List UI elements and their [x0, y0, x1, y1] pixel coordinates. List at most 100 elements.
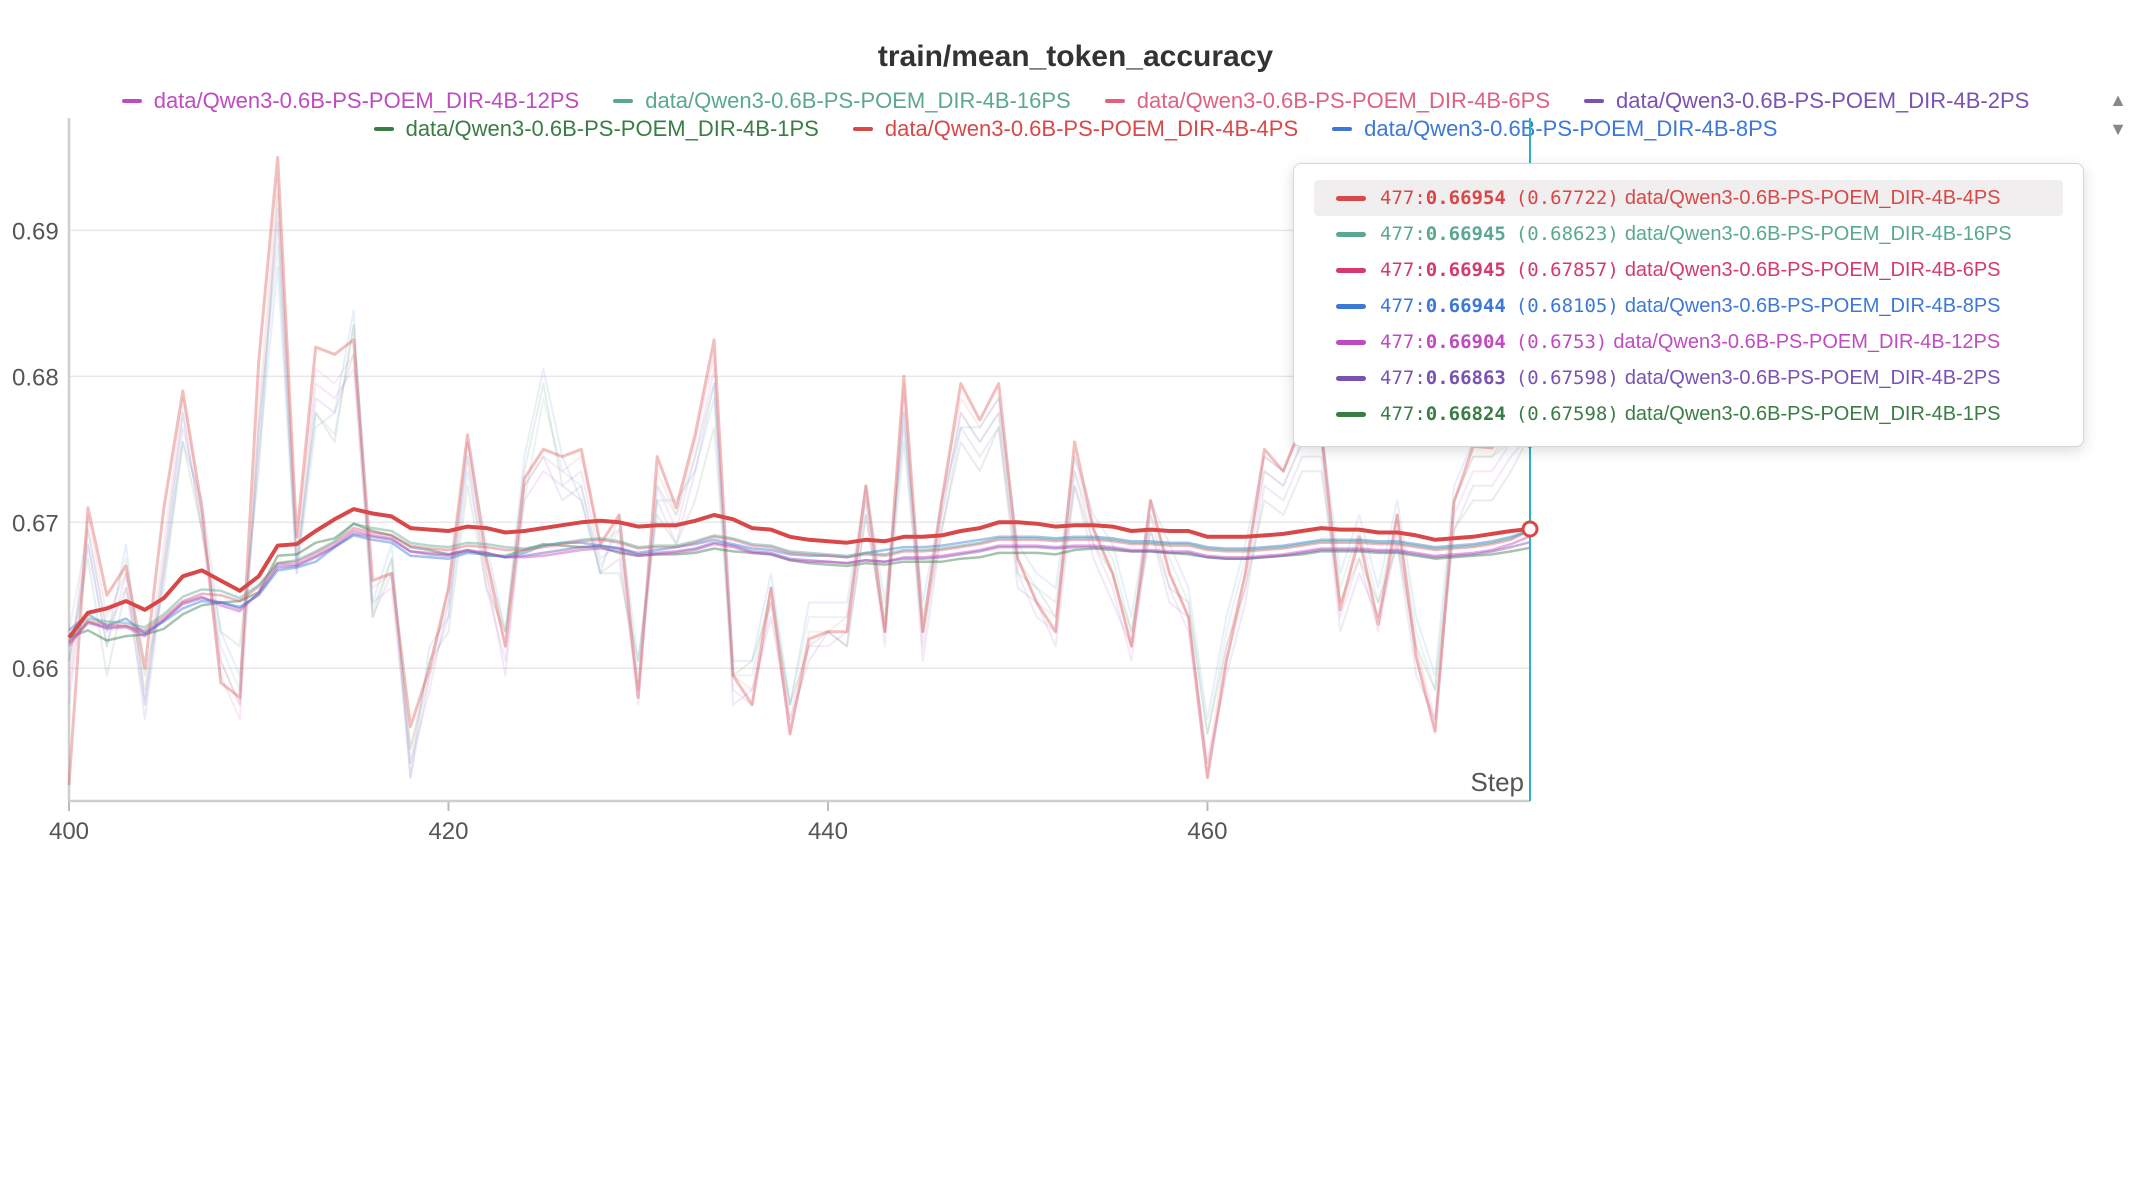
tooltip-step: 477 [1380, 187, 1415, 209]
y-tick-label: 0.67 [12, 510, 59, 537]
tooltip-row: 477: 0.66954 (0.67722) data/Qwen3-0.6B-PS-… [1314, 180, 2063, 216]
legend-label: data/Qwen3-0.6B-PS-POEM_DIR-4B-8PS [1364, 116, 1778, 141]
tooltip-swatch [1336, 339, 1366, 345]
tooltip-raw-value: (0.67598) [1515, 403, 1619, 425]
legend-item[interactable]: data/Qwen3-0.6B-PS-POEM_DIR-4B-16PS [613, 88, 1071, 114]
legend-row-1: data/Qwen3-0.6B-PS-POEM_DIR-4B-12PS data/… [0, 88, 2151, 114]
raw-series-line [68, 244, 1531, 765]
axes: 0.66 0.67 0.68 0.69 400 420 440 460 [12, 118, 1530, 845]
legend-label: data/Qwen3-0.6B-PS-POEM_DIR-4B-1PS [405, 116, 819, 141]
tooltip-value: 0.66824 [1425, 403, 1506, 425]
hover-tooltip: 477: 0.66954 (0.67722) data/Qwen3-0.6B-PS-… [1293, 163, 2084, 447]
legend-swatch [121, 99, 142, 103]
tooltip-value: 0.66945 [1425, 223, 1506, 245]
tooltip-separator: : [1414, 295, 1426, 317]
legend-swatch [613, 99, 634, 103]
legend-label: data/Qwen3-0.6B-PS-POEM_DIR-4B-16PS [645, 88, 1071, 113]
smoothed-series-line [68, 529, 1531, 643]
legend-item[interactable]: data/Qwen3-0.6B-PS-POEM_DIR-4B-4PS [852, 116, 1299, 142]
triangle-down-icon[interactable]: ▼ [2109, 119, 2127, 139]
smoothed-series-line [68, 532, 1531, 645]
tooltip-series-name: data/Qwen3-0.6B-PS-POEM_DIR-4B-1PS [1624, 402, 2001, 425]
tooltip-step: 477 [1380, 403, 1415, 425]
tooltip-series-name: data/Qwen3-0.6B-PS-POEM_DIR-4B-6PS [1624, 258, 2001, 281]
tooltip-raw-value: (0.67722) [1515, 187, 1619, 209]
tooltip-value: 0.66863 [1425, 367, 1506, 389]
tooltip-value: 0.66945 [1425, 259, 1506, 281]
tooltip-separator: : [1414, 367, 1426, 389]
tooltip-value: 0.66944 [1425, 295, 1506, 317]
legend-swatch [1584, 99, 1605, 103]
tooltip-swatch [1336, 267, 1366, 273]
tooltip-raw-value: (0.67857) [1515, 259, 1619, 281]
raw-series-lines [67, 155, 1531, 786]
legend-label: data/Qwen3-0.6B-PS-POEM_DIR-4B-4PS [884, 116, 1299, 141]
smoothed-series-line [67, 507, 1531, 639]
tooltip-step: 477 [1380, 295, 1415, 317]
legend-swatch [852, 127, 873, 131]
tooltip-series-name: data/Qwen3-0.6B-PS-POEM_DIR-4B-4PS [1624, 186, 2001, 209]
tooltip-row: 477: 0.66944 (0.68105) data/Qwen3-0.6B-PS-… [1314, 288, 2063, 324]
tooltip-row: 477: 0.66945 (0.67857) data/Qwen3-0.6B-PS-… [1314, 252, 2063, 288]
tooltip-row: 477: 0.66904 (0.6753) data/Qwen3-0.6B-PS-P… [1314, 324, 2063, 360]
tooltip-value: 0.66954 [1425, 187, 1506, 209]
raw-series-line [67, 155, 1531, 786]
legend-row-2: data/Qwen3-0.6B-PS-POEM_DIR-4B-1PS data/Q… [0, 116, 2151, 142]
hover-point-marker [1521, 520, 1539, 538]
x-tick-label: 460 [1187, 818, 1227, 845]
tooltip-row: 477: 0.66945 (0.68623) data/Qwen3-0.6B-PS-… [1314, 216, 2063, 252]
y-tick-label: 0.68 [12, 364, 59, 391]
legend-label: data/Qwen3-0.6B-PS-POEM_DIR-4B-12PS [153, 88, 580, 113]
x-axis-label: Step [1471, 767, 1525, 797]
legend-item[interactable]: data/Qwen3-0.6B-PS-POEM_DIR-4B-8PS [1332, 116, 1777, 142]
tooltip-series-name: data/Qwen3-0.6B-PS-POEM_DIR-4B-16PS [1624, 222, 2012, 245]
tooltip-swatch [1336, 411, 1366, 417]
tooltip-separator: : [1414, 223, 1426, 245]
raw-series-line [68, 222, 1531, 779]
legend-swatch [373, 127, 394, 131]
x-tick-label: 440 [808, 818, 848, 845]
legend-swatch [1104, 99, 1125, 103]
tooltip-row: 477: 0.66824 (0.67598) data/Qwen3-0.6B-PS-… [1314, 396, 2063, 432]
raw-series-line [68, 265, 1531, 779]
tooltip-swatch [1336, 231, 1366, 237]
tooltip-separator: : [1414, 259, 1426, 281]
y-tick-label: 0.69 [12, 218, 59, 245]
tooltip-raw-value: (0.6753) [1515, 331, 1608, 353]
smoothed-series-line [68, 529, 1531, 635]
tooltip-series-name: data/Qwen3-0.6B-PS-POEM_DIR-4B-8PS [1624, 294, 2001, 317]
y-tick-label: 0.66 [12, 656, 59, 683]
raw-series-line [68, 178, 1531, 765]
tooltip-step: 477 [1380, 367, 1415, 389]
gridlines [69, 229, 1530, 669]
legend-item[interactable]: data/Qwen3-0.6B-PS-POEM_DIR-4B-1PS [373, 116, 819, 142]
legend-item[interactable]: data/Qwen3-0.6B-PS-POEM_DIR-4B-2PS [1584, 88, 2029, 114]
tooltip-step: 477 [1380, 331, 1415, 353]
tooltip-row: 477: 0.66863 (0.67598) data/Qwen3-0.6B-PS-… [1314, 360, 2063, 396]
x-tick-label: 420 [428, 818, 468, 845]
x-tick-label: 400 [49, 818, 89, 845]
smoothed-series-line [68, 522, 1531, 642]
tooltip-swatch [1336, 195, 1366, 201]
smoothed-series-lines [67, 507, 1531, 648]
smoothed-series-line [68, 526, 1531, 648]
raw-series-line [68, 192, 1531, 750]
legend-item[interactable]: data/Qwen3-0.6B-PS-POEM_DIR-4B-12PS [121, 88, 580, 114]
tooltip-raw-value: (0.67598) [1515, 367, 1619, 389]
legend-item[interactable]: data/Qwen3-0.6B-PS-POEM_DIR-4B-6PS [1104, 88, 1551, 114]
tooltip-raw-value: (0.68105) [1515, 295, 1619, 317]
tooltip-swatch [1336, 375, 1366, 381]
legend-scroll[interactable]: ▲ ▼ [2108, 90, 2128, 140]
tooltip-step: 477 [1380, 259, 1415, 281]
tooltip-separator: : [1414, 187, 1426, 209]
tooltip-value: 0.66904 [1425, 331, 1506, 353]
chart-title: train/mean_token_accuracy [877, 40, 1274, 73]
legend-label: data/Qwen3-0.6B-PS-POEM_DIR-4B-2PS [1616, 88, 2030, 113]
tooltip-swatch [1336, 303, 1366, 309]
tooltip-separator: : [1414, 403, 1426, 425]
triangle-up-icon[interactable]: ▲ [2109, 90, 2127, 110]
legend-swatch [1332, 127, 1353, 131]
tooltip-step: 477 [1380, 223, 1415, 245]
legend-label: data/Qwen3-0.6B-PS-POEM_DIR-4B-6PS [1136, 88, 1551, 113]
